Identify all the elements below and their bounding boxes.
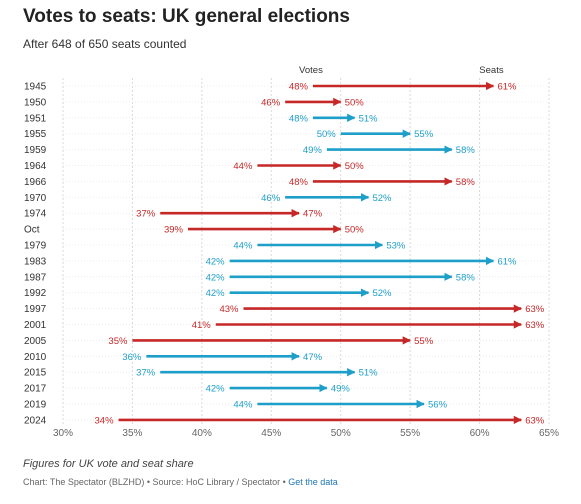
votes-label: 34% [95, 415, 115, 426]
row-label: 2005 [24, 336, 47, 347]
votes-label: 49% [303, 145, 323, 156]
row-label: 1951 [24, 113, 47, 124]
votes-label: 36% [122, 352, 142, 363]
seats-label: 58% [456, 272, 476, 283]
votes-label: 44% [233, 400, 253, 411]
votes-label: 43% [219, 304, 239, 315]
seats-label: 55% [414, 129, 434, 140]
row-label: 1950 [24, 97, 47, 108]
row-label: 2010 [24, 352, 47, 363]
votes-label: 48% [289, 113, 309, 124]
seats-label: 63% [525, 320, 545, 331]
row-label: Oct [24, 225, 40, 236]
votes-label: 42% [206, 256, 226, 267]
votes-label: 48% [289, 82, 309, 93]
row-label: 1992 [24, 288, 47, 299]
votes-header: Votes [299, 65, 323, 76]
votes-label: 50% [317, 129, 337, 140]
seats-label: 47% [303, 209, 323, 220]
votes-label: 44% [233, 161, 253, 172]
row-label: 1979 [24, 241, 47, 252]
row-label: 1964 [24, 161, 47, 172]
row-label: 1945 [24, 82, 47, 93]
seats-label: 51% [359, 113, 379, 124]
x-tick-label: 45% [261, 428, 281, 439]
votes-label: 42% [206, 272, 226, 283]
votes-label: 37% [136, 368, 156, 379]
credit-text: Chart: The Spectator (BLZHD) • Source: H… [23, 477, 289, 487]
seats-label: 58% [456, 177, 476, 188]
credit-line: Chart: The Spectator (BLZHD) • Source: H… [23, 477, 338, 487]
x-tick-label: 55% [400, 428, 420, 439]
seats-label: 63% [525, 415, 545, 426]
votes-label: 41% [192, 320, 212, 331]
row-label: 2017 [24, 384, 47, 395]
seats-label: 50% [345, 97, 365, 108]
votes-label: 48% [289, 177, 309, 188]
seats-label: 50% [345, 161, 365, 172]
seats-label: 53% [386, 241, 406, 252]
row-label: 1970 [24, 193, 47, 204]
seats-label: 56% [428, 400, 448, 411]
seats-label: 49% [331, 384, 351, 395]
chart-subtitle: After 648 of 650 seats counted [23, 37, 187, 51]
footnote: Figures for UK vote and seat share [23, 458, 194, 470]
votes-label: 37% [136, 209, 156, 220]
x-tick-label: 65% [539, 428, 559, 439]
row-label: 1974 [24, 209, 47, 220]
row-label: 2024 [24, 415, 47, 426]
seats-label: 47% [303, 352, 323, 363]
votes-label: 46% [261, 193, 281, 204]
x-tick-label: 35% [122, 428, 142, 439]
row-label: 2015 [24, 368, 47, 379]
seats-label: 52% [372, 193, 392, 204]
seats-label: 61% [497, 256, 517, 267]
seats-label: 51% [359, 368, 379, 379]
row-label: 1997 [24, 304, 47, 315]
row-label: 1955 [24, 129, 47, 140]
votes-label: 35% [108, 336, 128, 347]
votes-label: 42% [206, 384, 226, 395]
votes-label: 42% [206, 288, 226, 299]
seats-header: Seats [479, 65, 504, 76]
row-label: 2001 [24, 320, 47, 331]
seats-label: 55% [414, 336, 434, 347]
seats-label: 61% [497, 82, 517, 93]
get-the-data-link[interactable]: Get the data [288, 477, 338, 487]
votes-label: 46% [261, 97, 281, 108]
seats-label: 63% [525, 304, 545, 315]
seats-label: 52% [372, 288, 392, 299]
votes-label: 39% [164, 225, 184, 236]
row-label: 2019 [24, 400, 47, 411]
votes-label: 44% [233, 241, 253, 252]
x-tick-label: 60% [470, 428, 490, 439]
row-label: 1959 [24, 145, 47, 156]
seats-label: 58% [456, 145, 476, 156]
seats-label: 50% [345, 225, 365, 236]
x-tick-label: 30% [53, 428, 73, 439]
row-label: 1966 [24, 177, 47, 188]
chart-title: Votes to seats: UK general elections [23, 6, 350, 27]
row-label: 1983 [24, 256, 47, 267]
row-label: 1987 [24, 272, 47, 283]
x-tick-label: 50% [331, 428, 351, 439]
x-tick-label: 40% [192, 428, 212, 439]
